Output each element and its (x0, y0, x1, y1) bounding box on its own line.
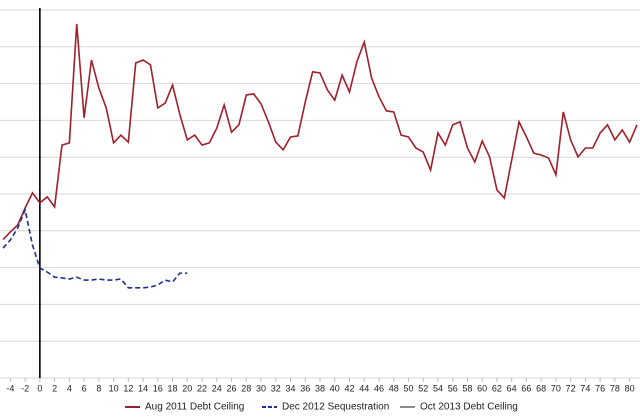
x-tick-label: 52 (418, 383, 428, 393)
x-tick-label: 14 (138, 383, 148, 393)
legend-label: Oct 2013 Debt Ceiling (420, 402, 518, 413)
x-tick-label: 12 (123, 383, 133, 393)
x-tick-label: -4 (6, 383, 14, 393)
series-line (2, 23, 638, 241)
x-tick-label: 16 (153, 383, 163, 393)
x-tick-label: 72 (566, 383, 576, 393)
x-tick-label: 30 (256, 383, 266, 393)
x-tick-label: 62 (492, 383, 502, 393)
x-tick-label: 76 (595, 383, 605, 393)
x-tick-label: 24 (212, 383, 222, 393)
x-tick-label: 34 (286, 383, 296, 393)
x-tick-label: 50 (403, 383, 413, 393)
x-tick-label: 0 (37, 383, 42, 393)
x-tick-label: 6 (82, 383, 87, 393)
legend-label: Dec 2012 Sequestration (282, 402, 389, 413)
x-tick-label: 46 (374, 383, 384, 393)
x-tick-label: 66 (521, 383, 531, 393)
x-tick-label: 38 (315, 383, 325, 393)
x-tick-label: 28 (241, 383, 251, 393)
x-tick-label: 48 (389, 383, 399, 393)
x-tick-label: 68 (536, 383, 546, 393)
x-tick-label: 4 (67, 383, 72, 393)
x-tick-label: 2 (52, 383, 57, 393)
x-tick-label: 74 (580, 383, 590, 393)
x-tick-label: 8 (96, 383, 101, 393)
series-line (2, 207, 188, 289)
x-tick-label: 54 (433, 383, 443, 393)
x-tick-label: -2 (21, 383, 29, 393)
x-tick-label: 42 (344, 383, 354, 393)
x-tick-label: 18 (168, 383, 178, 393)
x-tick-label: 70 (551, 383, 561, 393)
x-tick-label: 78 (610, 383, 620, 393)
x-tick-label: 64 (507, 383, 517, 393)
x-tick-label: 26 (227, 383, 237, 393)
x-tick-label: 56 (448, 383, 458, 393)
x-tick-label: 36 (300, 383, 310, 393)
x-tick-label: 32 (271, 383, 281, 393)
x-tick-label: 60 (477, 383, 487, 393)
x-tick-label: 10 (109, 383, 119, 393)
x-tick-label: 80 (625, 383, 635, 393)
legend-label: Aug 2011 Debt Ceiling (145, 402, 244, 413)
x-tick-label: 22 (197, 383, 207, 393)
x-tick-label: 58 (462, 383, 472, 393)
x-tick-label: 20 (182, 383, 192, 393)
x-tick-label: 44 (359, 383, 369, 393)
x-tick-label: 40 (330, 383, 340, 393)
